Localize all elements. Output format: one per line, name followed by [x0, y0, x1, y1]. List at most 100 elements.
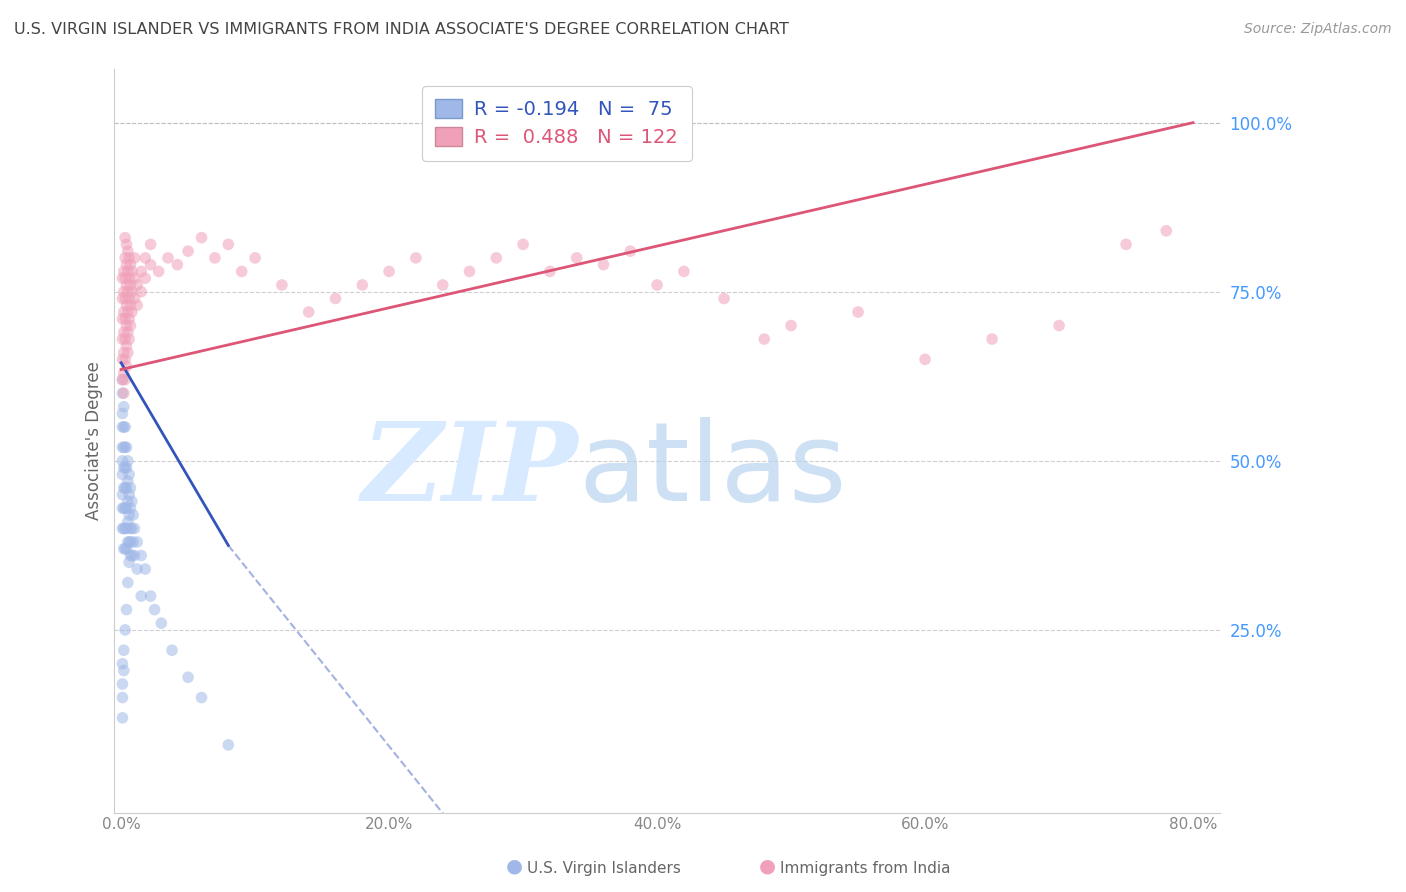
- Point: [114, 623, 136, 637]
- Point: [114, 251, 136, 265]
- Point: [114, 352, 136, 367]
- Point: [112, 664, 135, 678]
- Point: [271, 277, 294, 292]
- Point: [432, 277, 454, 292]
- Point: [204, 251, 226, 265]
- Point: [352, 277, 374, 292]
- Point: [118, 311, 141, 326]
- Point: [114, 230, 136, 244]
- Point: [512, 237, 534, 252]
- Point: [122, 508, 145, 522]
- Point: [111, 292, 134, 306]
- Point: [114, 481, 136, 495]
- Point: [134, 251, 156, 265]
- Point: [127, 535, 149, 549]
- Point: [114, 292, 136, 306]
- Point: [111, 521, 134, 535]
- Point: [129, 589, 152, 603]
- Point: [114, 521, 136, 535]
- Point: [111, 677, 134, 691]
- Point: [120, 549, 142, 563]
- Point: [117, 305, 139, 319]
- Point: [117, 285, 139, 299]
- Point: [121, 494, 143, 508]
- Point: [117, 454, 139, 468]
- Point: [115, 237, 138, 252]
- Point: [115, 298, 138, 312]
- Point: [298, 305, 321, 319]
- Point: [114, 332, 136, 346]
- Point: [217, 237, 239, 252]
- Text: U.S. Virgin Islanders: U.S. Virgin Islanders: [527, 861, 681, 876]
- Point: [111, 420, 134, 434]
- Point: [111, 386, 134, 401]
- Point: [117, 494, 139, 508]
- Point: [565, 251, 588, 265]
- Point: [120, 535, 142, 549]
- Point: [120, 318, 142, 333]
- Point: [231, 264, 253, 278]
- Point: [117, 326, 139, 340]
- Point: [217, 738, 239, 752]
- Point: [115, 541, 138, 556]
- Point: [120, 521, 142, 535]
- Point: [112, 440, 135, 454]
- Point: [112, 305, 135, 319]
- Point: [166, 258, 188, 272]
- Point: [190, 690, 212, 705]
- Point: [115, 460, 138, 475]
- Point: [111, 467, 134, 482]
- Point: [115, 602, 138, 616]
- Point: [1154, 224, 1177, 238]
- Point: [143, 602, 166, 616]
- Point: [118, 467, 141, 482]
- Point: [112, 366, 135, 380]
- Point: [115, 339, 138, 353]
- Point: [111, 271, 134, 285]
- Point: [378, 264, 401, 278]
- Point: [117, 575, 139, 590]
- Point: [117, 244, 139, 259]
- Point: [127, 562, 149, 576]
- Point: [117, 515, 139, 529]
- Point: [619, 244, 641, 259]
- Point: [645, 277, 668, 292]
- Point: [112, 521, 135, 535]
- Point: [114, 541, 136, 556]
- Point: [121, 264, 143, 278]
- Point: [115, 359, 138, 373]
- Point: [981, 332, 1004, 346]
- Point: [115, 481, 138, 495]
- Point: [120, 258, 142, 272]
- Point: [139, 237, 162, 252]
- Point: [120, 501, 142, 516]
- Point: [1115, 237, 1137, 252]
- Point: [713, 292, 735, 306]
- Point: [122, 535, 145, 549]
- Point: [111, 657, 134, 671]
- Point: [114, 460, 136, 475]
- Point: [111, 332, 134, 346]
- Point: [111, 690, 134, 705]
- Point: [118, 271, 141, 285]
- Point: [112, 345, 135, 359]
- Point: [117, 345, 139, 359]
- Point: [114, 271, 136, 285]
- Point: [118, 488, 141, 502]
- Point: [129, 264, 152, 278]
- Point: [754, 332, 776, 346]
- Point: [115, 318, 138, 333]
- Point: [114, 420, 136, 434]
- Point: [117, 474, 139, 488]
- Point: [111, 373, 134, 387]
- Point: [405, 251, 427, 265]
- Point: [118, 251, 141, 265]
- Point: [121, 521, 143, 535]
- Point: [127, 277, 149, 292]
- Text: ZIP: ZIP: [363, 417, 579, 524]
- Point: [177, 244, 200, 259]
- Point: [115, 521, 138, 535]
- Point: [129, 285, 152, 299]
- Point: [134, 562, 156, 576]
- Point: [124, 521, 146, 535]
